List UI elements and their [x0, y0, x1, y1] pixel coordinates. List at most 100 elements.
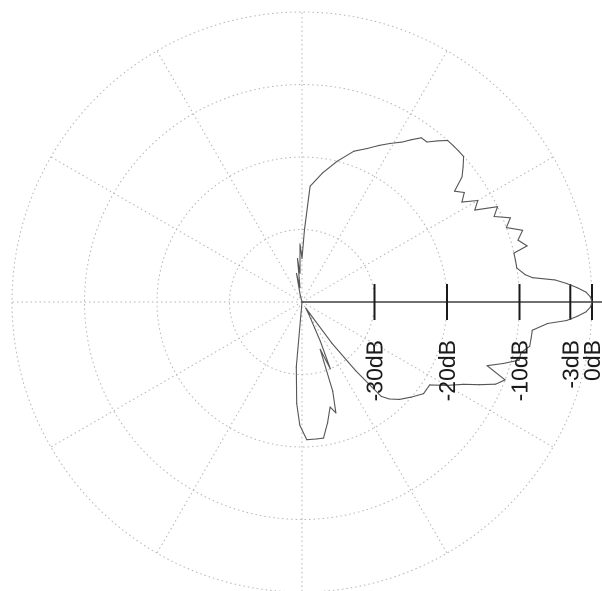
pattern-point-38 [529, 345, 531, 347]
tick-label-3: -10dB [507, 340, 533, 401]
tick-label-1: -30dB [362, 340, 388, 401]
pattern-point-46 [591, 301, 593, 303]
pattern-point-57 [526, 245, 528, 247]
pattern-point-62 [493, 215, 495, 218]
pattern-point-23 [380, 395, 382, 397]
pattern-point-67 [463, 191, 465, 194]
pattern-point-87 [303, 228, 306, 231]
pattern-point-84 [336, 160, 338, 162]
pattern-point-22 [355, 370, 357, 372]
pattern-point-10 [327, 422, 329, 424]
pattern-point-93 [295, 272, 298, 275]
pattern-point-85 [321, 172, 323, 174]
pattern-point-59 [522, 229, 524, 231]
pattern-point-12 [335, 412, 337, 414]
pattern-point-45 [589, 306, 592, 308]
pattern-point-76 [426, 141, 428, 143]
pattern-point-55 [514, 259, 517, 262]
pattern-point-64 [474, 209, 476, 211]
pattern-point-7 [306, 439, 308, 441]
pattern-point-65 [477, 199, 479, 202]
pattern-point-75 [436, 140, 438, 142]
pattern-point-51 [554, 279, 556, 281]
pattern-point-25 [398, 398, 400, 400]
pattern-point-17 [314, 327, 316, 329]
pattern-point-24 [388, 398, 390, 400]
pattern-point-66 [461, 201, 463, 203]
pattern-point-29 [445, 384, 447, 386]
pattern-point-5 [296, 402, 298, 404]
pattern-point-78 [410, 139, 413, 141]
pattern-point-30 [462, 383, 465, 385]
pattern-point-43 [576, 315, 578, 317]
pattern-point-33 [504, 379, 506, 381]
pattern-point-48 [585, 291, 587, 293]
pattern-point-37 [520, 352, 522, 354]
pattern-point-90 [299, 272, 301, 274]
pattern-point-53 [524, 274, 526, 276]
pattern-point-68 [453, 190, 456, 192]
pattern-point-15 [329, 368, 331, 370]
pattern-point-8 [315, 438, 317, 440]
pattern-point-58 [517, 239, 519, 241]
pattern-point-6 [299, 424, 301, 426]
pattern-point-52 [532, 277, 534, 279]
pattern-point-69 [461, 176, 463, 178]
pattern-point-82 [366, 147, 368, 150]
pattern-point-4 [295, 366, 297, 368]
pattern-point-11 [329, 406, 331, 408]
tick-label-5: 0dB [579, 340, 602, 381]
pattern-point-18 [308, 314, 310, 316]
pattern-point-32 [494, 383, 497, 385]
pattern-point-41 [547, 322, 549, 325]
pattern-point-61 [509, 217, 511, 219]
pattern-point-54 [516, 267, 518, 269]
pattern-point-49 [576, 287, 578, 289]
grid-spoke-60 [301, 50, 448, 303]
pattern-point-13 [332, 390, 334, 392]
grid-spoke-300 [301, 301, 448, 554]
pattern-point-92 [299, 287, 301, 289]
grid-spoke-120 [156, 50, 303, 303]
grid-spoke-150 [50, 156, 303, 303]
pattern-point-21 [331, 342, 333, 344]
pattern-point-88 [301, 257, 303, 260]
pattern-point-40 [531, 329, 533, 331]
pattern-point-16 [319, 340, 321, 342]
pattern-point-44 [585, 311, 587, 313]
tick-label-2: -20dB [434, 340, 460, 401]
pattern-point-81 [377, 145, 379, 147]
pattern-point-14 [319, 348, 321, 350]
pattern-point-79 [401, 141, 403, 143]
pattern-point-56 [513, 252, 515, 254]
pattern-point-50 [566, 282, 568, 285]
pattern-point-34 [486, 365, 488, 367]
pattern-point-42 [566, 319, 568, 322]
pattern-point-77 [420, 137, 422, 139]
pattern-point-36 [518, 359, 520, 361]
pattern-point-9 [322, 437, 325, 439]
pattern-point-94 [299, 294, 301, 296]
pattern-point-91 [296, 258, 299, 260]
pattern-point-20 [309, 313, 311, 315]
pattern-point-47 [589, 296, 592, 298]
grid-spoke-330 [301, 301, 554, 448]
pattern-point-89 [299, 243, 301, 245]
pattern-point-35 [502, 362, 504, 365]
pattern-point-83 [353, 150, 355, 152]
pattern-point-71 [463, 155, 465, 158]
pattern-point-19 [305, 307, 307, 309]
pattern-point-60 [505, 227, 507, 229]
pattern-point-74 [446, 139, 449, 141]
grid-spoke-240 [156, 301, 303, 554]
pattern-point-73 [452, 144, 454, 147]
pattern-point-86 [309, 185, 311, 187]
tick-label-4: -3dB [557, 340, 583, 389]
series-group [295, 137, 593, 441]
pattern-point-98 [301, 301, 303, 303]
pattern-point-26 [410, 396, 412, 398]
pattern-point-31 [478, 384, 480, 386]
pattern-point-39 [530, 337, 532, 339]
